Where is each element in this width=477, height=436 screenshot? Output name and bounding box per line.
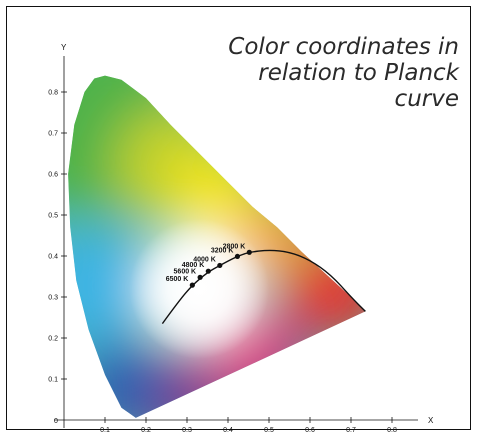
temperature-label: 3200 K xyxy=(211,247,234,254)
chart-title-line-1: Color coordinates in xyxy=(228,34,459,60)
temperature-point xyxy=(234,253,241,260)
y-tick-label: 0.3 xyxy=(48,295,58,302)
x-tick-label: 0.1 xyxy=(100,427,110,434)
white-point-glow xyxy=(129,218,270,359)
temperature-label: 4800 K xyxy=(182,262,205,269)
chart-frame xyxy=(6,6,471,430)
y-tick-label: 0.5 xyxy=(48,213,58,220)
temperature-point xyxy=(197,274,203,280)
temperature-label: 6500 K xyxy=(166,276,189,283)
y-axis-label: Y xyxy=(61,43,67,52)
x-tick-label: 0.5 xyxy=(264,427,274,434)
x-axis-label: X xyxy=(428,416,434,425)
x-tick-label: 0.8 xyxy=(387,427,397,434)
x-tick-label: 0.4 xyxy=(223,427,233,434)
chart-title: Color coordinates in relation to Planck … xyxy=(199,34,459,112)
x-tick-label: 0.6 xyxy=(305,427,315,434)
red-region xyxy=(290,244,366,341)
y-tick-label: 0.2 xyxy=(48,336,58,343)
y-tick-label: 0.8 xyxy=(48,90,58,97)
temperature-label: 5600 K xyxy=(174,268,197,275)
x-tick-label: 0.2 xyxy=(141,427,151,434)
x-tick-label: 0.7 xyxy=(346,427,356,434)
blue-region xyxy=(75,341,168,418)
y-tick-label: 0.1 xyxy=(48,377,58,384)
origin-label: 0 xyxy=(54,418,58,425)
y-tick-label: 0.7 xyxy=(48,131,58,138)
x-tick-label: 0.3 xyxy=(182,427,192,434)
temperature-point xyxy=(217,262,223,269)
chart-title-line-2: relation to Planck curve xyxy=(258,60,459,112)
temperature-point xyxy=(246,249,252,255)
temperature-label: 4000 K xyxy=(193,256,216,263)
temperature-label: 2800 K xyxy=(223,243,246,250)
temperature-point xyxy=(189,282,195,288)
temperature-point xyxy=(205,268,211,274)
cyan-region xyxy=(68,222,155,347)
y-tick-label: 0.4 xyxy=(48,254,58,261)
y-tick-label: 0.6 xyxy=(48,172,58,179)
green-region-upper xyxy=(68,75,174,144)
